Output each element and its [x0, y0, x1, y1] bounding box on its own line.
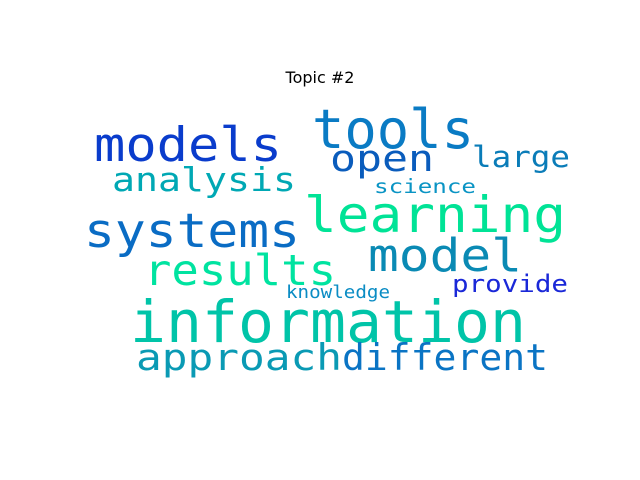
word-analysis: analysis — [112, 161, 296, 199]
word-knowledge: knowledge — [286, 283, 390, 303]
word-results: results — [144, 246, 336, 296]
word-provide: provide — [452, 270, 568, 298]
word-model: model — [368, 229, 522, 282]
word-models: models — [94, 118, 282, 173]
word-different: different — [342, 336, 548, 379]
word-learning: learning — [304, 186, 566, 244]
word-large: large — [472, 140, 570, 174]
word-systems: systems — [84, 204, 300, 259]
word-tools: tools — [312, 98, 474, 161]
word-approach: approach — [136, 336, 342, 379]
word-open: open — [330, 137, 434, 180]
word-information: information — [130, 288, 526, 356]
word-science: science — [374, 175, 476, 198]
chart-title: Topic #2 — [285, 68, 355, 87]
